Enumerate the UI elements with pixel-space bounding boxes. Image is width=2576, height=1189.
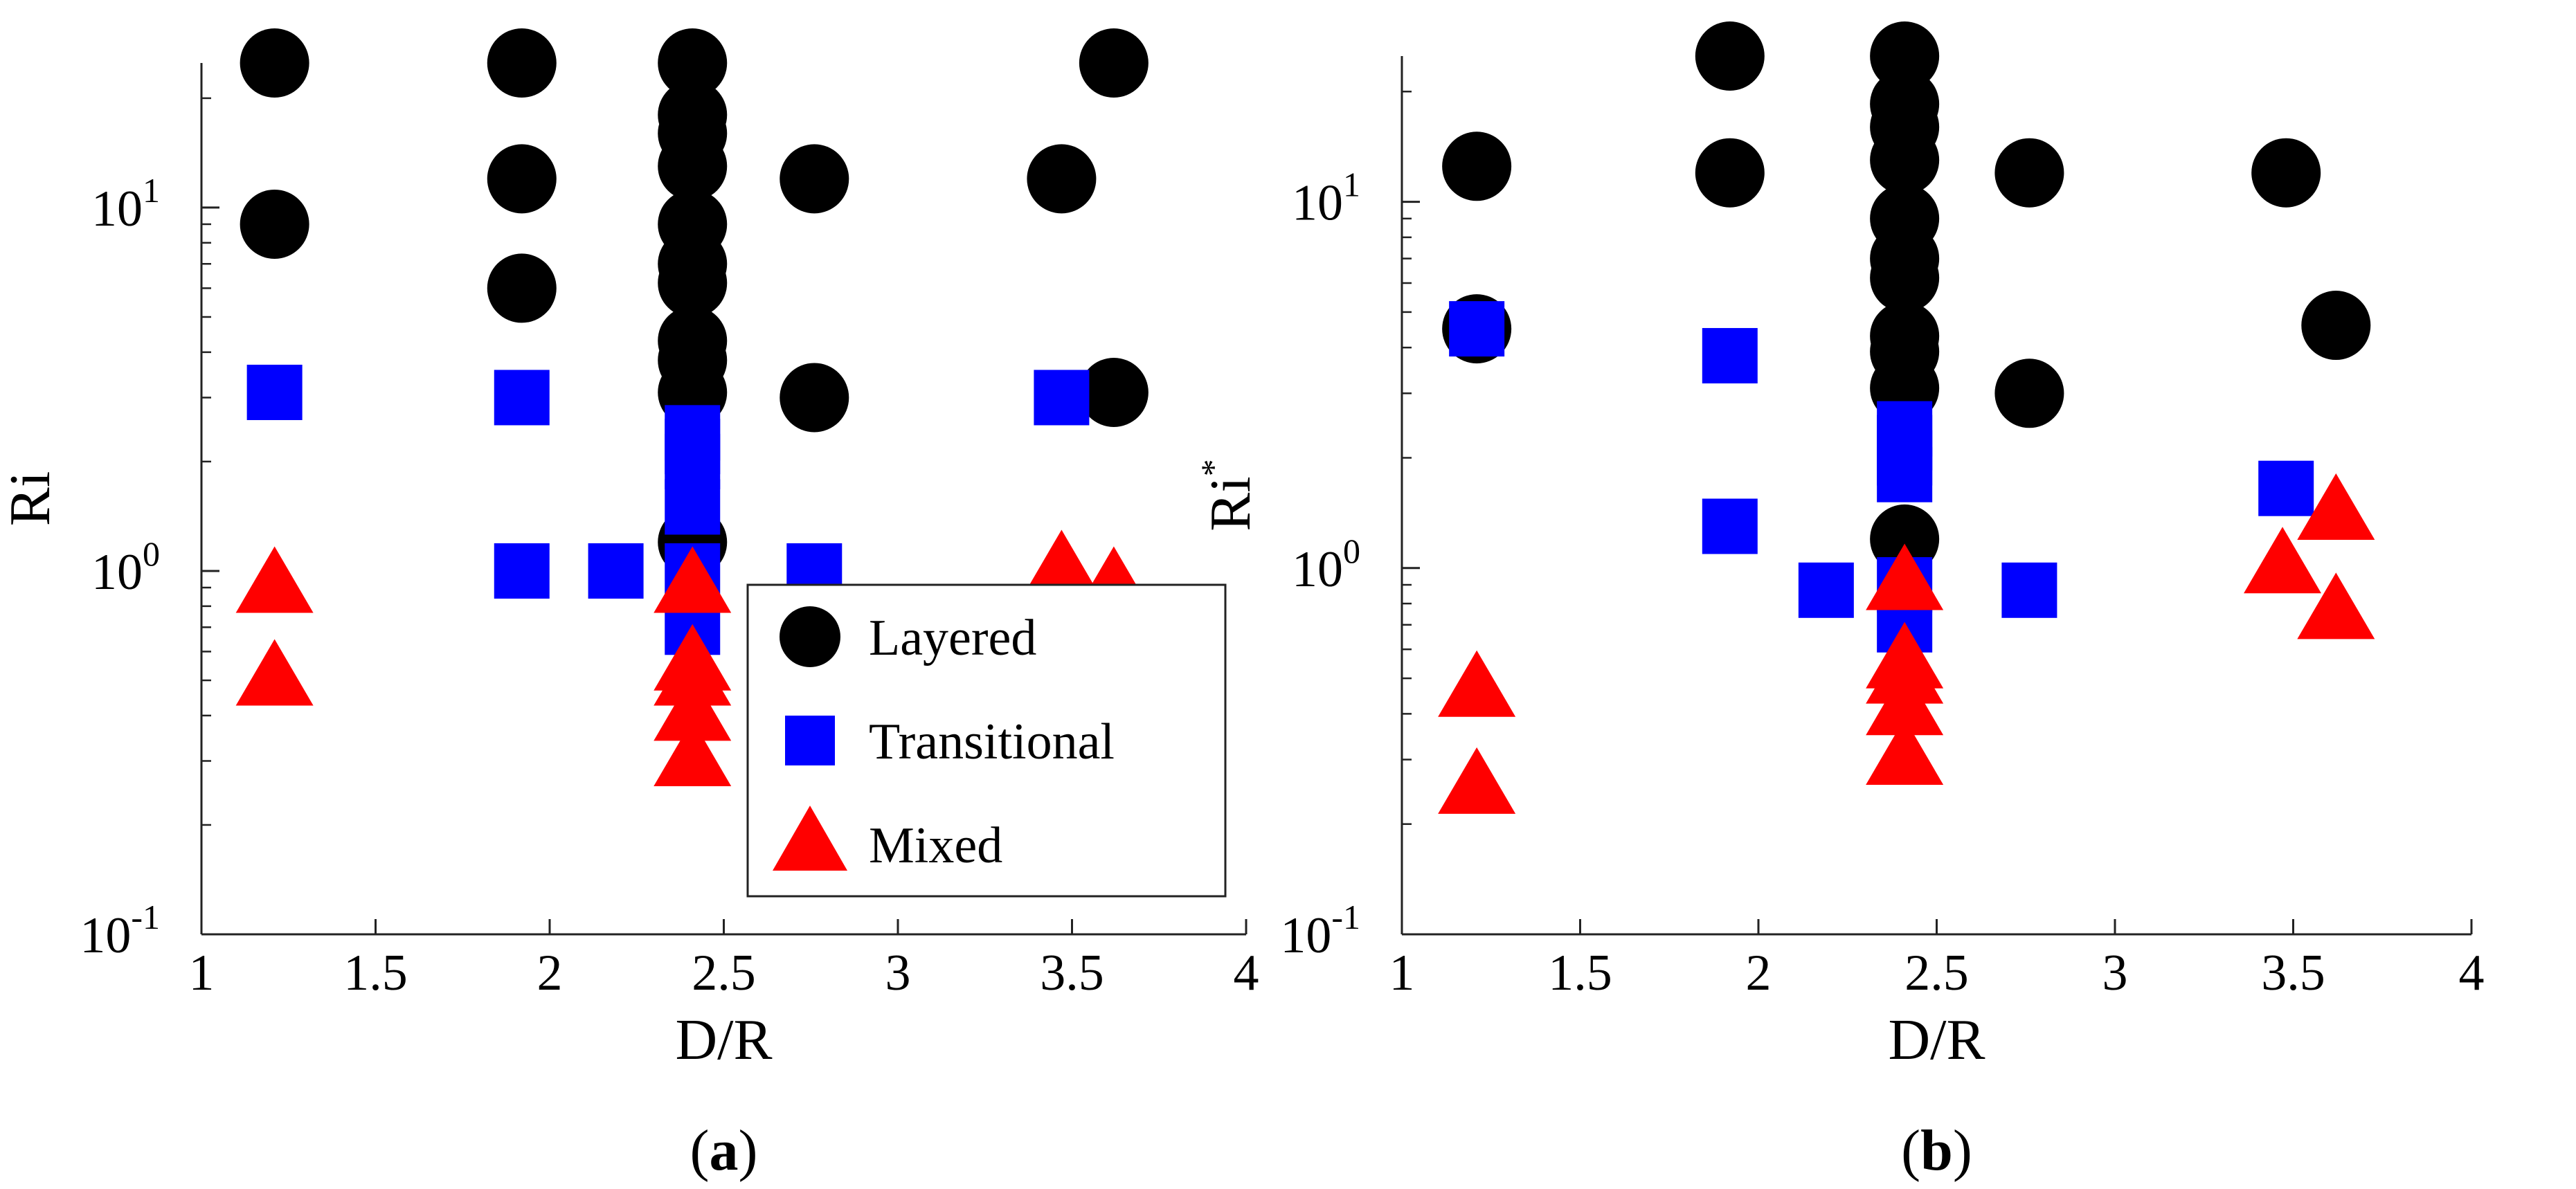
y-tick-label: 100 <box>91 534 160 601</box>
transitional-point <box>1798 562 1854 618</box>
mixed-point <box>1866 718 1944 785</box>
transitional-point <box>494 370 550 426</box>
x-axis-label: D/R <box>1888 1008 1985 1072</box>
legend-marker-layered <box>780 606 840 667</box>
layered-point <box>1994 138 2064 208</box>
mixed-point <box>1438 650 1516 717</box>
layered-point <box>1870 125 1940 195</box>
transitional-point <box>665 479 721 535</box>
layered-point <box>1027 144 1097 214</box>
x-tick-label: 1 <box>189 945 215 1001</box>
mixed-point <box>1866 543 1944 610</box>
layered-point <box>1870 21 1940 91</box>
x-tick-label: 3 <box>2102 945 2128 1001</box>
panel-b: 1 1.5 2 2.5 3 3.5 4 10-1 100 101 D/R Ri* (b) <box>1194 21 2485 1183</box>
transitional-point <box>588 543 644 599</box>
y-tick-label: 10-1 <box>1280 898 1360 964</box>
legend-label: Layered <box>869 610 1036 666</box>
x-tick-label: 2.5 <box>692 945 756 1001</box>
layered-point <box>658 248 728 318</box>
layered-point <box>658 28 728 98</box>
mixed-point <box>2297 473 2375 540</box>
transitional-point <box>2001 562 2057 618</box>
layered-point <box>1695 138 1765 208</box>
x-tick-label: 2.5 <box>1904 945 1969 1001</box>
layered-point <box>240 28 309 98</box>
y-tick-label: 10-1 <box>80 898 160 964</box>
legend-marker-mixed <box>773 806 847 871</box>
x-tick-label: 3 <box>885 945 911 1001</box>
y-axis-label: Ri* <box>1194 459 1263 531</box>
x-axis-label: D/R <box>675 1008 772 1072</box>
x-tick-label: 4 <box>2459 945 2485 1001</box>
mixed-point <box>1023 529 1101 597</box>
layered-point <box>487 253 557 323</box>
x-tick-label: 1.5 <box>1548 945 1612 1001</box>
legend-label: Mixed <box>869 817 1002 874</box>
layered-point <box>1695 21 1765 91</box>
layered-point <box>1870 504 1940 574</box>
transitional-point <box>1877 446 1933 502</box>
transitional-point <box>494 543 550 599</box>
mixed-point <box>2244 527 2322 594</box>
mixed-point <box>2297 572 2375 639</box>
y-tick-label: 100 <box>1292 532 1360 598</box>
layered-point <box>487 28 557 98</box>
legend-label: Transitional <box>869 714 1115 770</box>
mixed-point <box>654 639 732 706</box>
panel-caption: (b) <box>1901 1118 1972 1183</box>
layered-point <box>1079 357 1149 427</box>
transitional-point <box>2258 460 2314 516</box>
x-tick-label: 2 <box>1746 945 1772 1001</box>
x-tick-label: 1.5 <box>343 945 408 1001</box>
transitional-point <box>1449 301 1505 357</box>
x-tick-label: 4 <box>1234 945 1259 1001</box>
layered-point <box>487 144 557 214</box>
legend-marker-transitional <box>785 716 835 765</box>
transitional-point <box>1702 498 1758 554</box>
x-tick-label: 2 <box>537 945 563 1001</box>
panel-a: 1 1.5 2 2.5 3 3.5 4 10-1 100 101 D/R Ri (a) Layered Tr… <box>0 28 1259 1183</box>
mixed-point <box>654 719 732 786</box>
transitional-point <box>1034 370 1090 426</box>
layered-point <box>2301 291 2371 361</box>
layered-point <box>780 144 849 214</box>
layered-point <box>658 131 728 201</box>
mixed-point <box>1438 747 1516 814</box>
transitional-point <box>246 364 303 420</box>
layered-point <box>1994 358 2064 428</box>
mixed-point <box>654 546 732 613</box>
mixed-point <box>654 674 732 741</box>
layered-point <box>1079 28 1149 98</box>
y-tick-label: 101 <box>91 171 160 237</box>
mixed-point <box>235 546 314 613</box>
layered-point <box>780 363 849 433</box>
layered-point <box>2251 138 2321 208</box>
x-tick-label: 3.5 <box>1040 945 1104 1001</box>
panel-caption: (a) <box>690 1118 758 1183</box>
y-tick-label: 101 <box>1292 165 1360 232</box>
layered-point <box>1870 243 1940 313</box>
y-axis-label: Ri <box>0 471 62 526</box>
layered-point <box>1442 131 1512 201</box>
legend: Layered Transitional Mixed <box>746 583 1227 898</box>
mixed-point <box>1866 669 1944 736</box>
x-tick-label: 3.5 <box>2261 945 2325 1001</box>
x-tick-label: 1 <box>1389 945 1415 1001</box>
transitional-point <box>1702 327 1758 383</box>
mixed-point <box>235 639 314 706</box>
layered-point <box>240 189 309 259</box>
